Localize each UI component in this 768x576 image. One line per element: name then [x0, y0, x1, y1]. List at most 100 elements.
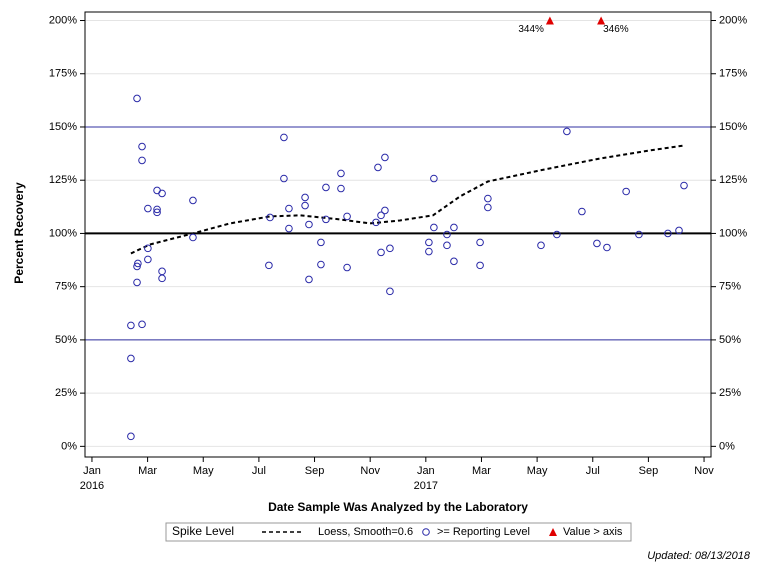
y-tick-label: 150% [49, 121, 77, 133]
y2-tick-label: 0% [719, 440, 735, 452]
legend-box [165, 522, 632, 542]
data-point [484, 203, 492, 212]
data-point [280, 133, 288, 142]
data-point [381, 206, 389, 215]
off-axis-marker [597, 16, 606, 25]
data-point [377, 211, 385, 220]
data-point [138, 156, 146, 165]
data-point [425, 247, 433, 256]
data-point [537, 241, 545, 250]
y-tick-label: 100% [49, 227, 77, 239]
y-tick-label: 0% [61, 440, 77, 452]
data-point [578, 207, 586, 216]
legend-label: Loess, Smooth=0.6 [318, 526, 413, 538]
data-point [476, 261, 484, 270]
y2-tick-label: 100% [719, 227, 747, 239]
data-point [664, 229, 672, 238]
data-point [285, 224, 293, 233]
x-tick-label: Mar [138, 465, 157, 477]
data-point [301, 201, 309, 210]
data-point [305, 275, 313, 284]
data-point [133, 262, 141, 271]
x-tick-label: Nov [360, 465, 380, 477]
data-point [317, 260, 325, 269]
data-point [377, 248, 385, 257]
y2-tick-label: 150% [719, 121, 747, 133]
x-tick-label: Sep [639, 465, 659, 477]
y2-tick-label: 200% [719, 14, 747, 26]
data-point [301, 193, 309, 202]
data-point [622, 187, 630, 196]
data-point [158, 189, 166, 198]
value-label: 344% [518, 24, 544, 35]
data-point [322, 183, 330, 192]
data-point [127, 354, 135, 363]
data-point [680, 181, 688, 190]
x-tick-label: May [527, 465, 548, 477]
data-point [386, 244, 394, 253]
legend-title: Spike Level [172, 524, 234, 538]
data-point [593, 239, 601, 248]
data-point [386, 287, 394, 296]
data-point [133, 94, 141, 103]
legend-swatch [549, 528, 557, 536]
data-point [563, 127, 571, 136]
data-point [484, 194, 492, 203]
value-label: 346% [603, 24, 629, 35]
y-tick-label: 200% [49, 14, 77, 26]
y-axis-label: Percent Recovery [12, 182, 26, 284]
y-tick-label: 25% [55, 387, 77, 399]
data-point [138, 320, 146, 329]
y2-tick-label: 125% [719, 174, 747, 186]
footnote: Updated: 08/13/2018 [647, 550, 751, 562]
plot-frame [84, 11, 712, 458]
data-point [189, 233, 197, 242]
x-tick-label: Nov [694, 465, 714, 477]
data-point [337, 169, 345, 178]
data-point [265, 261, 273, 270]
data-point [443, 241, 451, 250]
y2-tick-label: 25% [719, 387, 741, 399]
data-point [305, 220, 313, 229]
data-point [317, 238, 325, 247]
data-point [430, 223, 438, 232]
data-point [322, 215, 330, 224]
data-point [127, 432, 135, 441]
data-point [127, 321, 135, 330]
data-point [343, 212, 351, 221]
data-point [374, 163, 382, 172]
data-point [285, 204, 293, 213]
x-tick-label: Jan 2016 [80, 465, 104, 492]
loess-line [130, 144, 685, 255]
x-tick-label: Jan 2017 [414, 465, 438, 492]
y2-tick-label: 75% [719, 281, 741, 293]
y2-tick-label: 175% [719, 68, 747, 80]
x-axis-label: Date Sample Was Analyzed by the Laborato… [268, 500, 528, 514]
y-tick-label: 175% [49, 68, 77, 80]
legend-label: Value > axis [563, 526, 623, 538]
data-point [153, 205, 161, 214]
data-point [430, 174, 438, 183]
data-point [144, 244, 152, 253]
x-tick-label: May [193, 465, 214, 477]
data-point [189, 196, 197, 205]
data-point [635, 230, 643, 239]
x-tick-label: Jul [252, 465, 266, 477]
data-point [476, 238, 484, 247]
data-point [158, 274, 166, 283]
data-point [153, 208, 161, 217]
x-tick-label: Mar [472, 465, 491, 477]
data-point [425, 238, 433, 247]
y2-tick-label: 50% [719, 334, 741, 346]
data-point [144, 255, 152, 264]
y-tick-label: 75% [55, 281, 77, 293]
off-axis-marker [545, 16, 554, 25]
data-point [138, 142, 146, 151]
data-point [675, 226, 683, 235]
data-point [553, 230, 561, 239]
x-tick-label: Sep [305, 465, 325, 477]
data-point [144, 204, 152, 213]
data-point [381, 153, 389, 162]
